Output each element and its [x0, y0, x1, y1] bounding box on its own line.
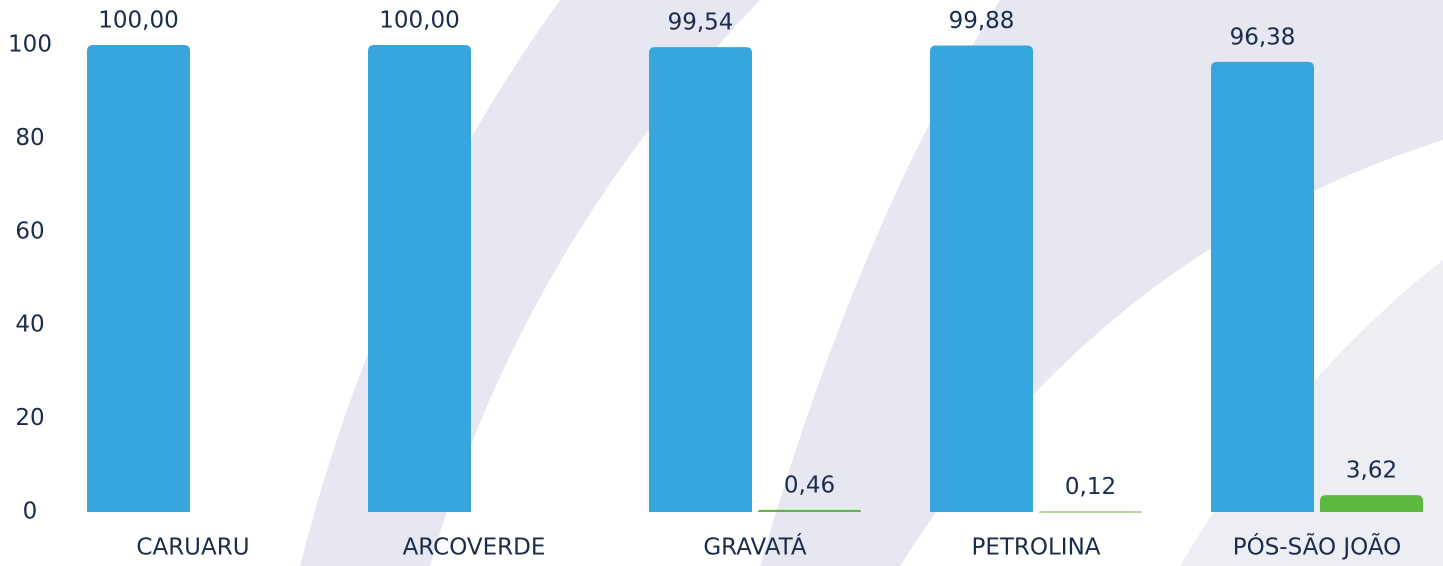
y-tick-label: 80: [15, 125, 44, 151]
bar: [87, 45, 190, 512]
y-tick-label: 100: [8, 32, 52, 58]
y-tick-label: 60: [15, 218, 44, 244]
x-tick-label: GRAVATÁ: [703, 533, 807, 561]
value-label: 3,62: [1346, 458, 1397, 484]
bar: [649, 47, 752, 513]
value-label: 96,38: [1230, 24, 1296, 50]
y-tick-label: 0: [23, 499, 38, 525]
x-tick-label: PETROLINA: [971, 535, 1100, 561]
value-label: 99,54: [668, 10, 734, 36]
bar: [1039, 511, 1142, 513]
value-label: 100,00: [379, 8, 459, 34]
x-tick-label: ARCOVERDE: [403, 535, 546, 561]
x-tick-label: PÓS-SÃO JOÃO: [1233, 533, 1402, 561]
value-label: 100,00: [98, 8, 178, 34]
bar: [1320, 495, 1423, 512]
value-label: 0,46: [784, 472, 835, 498]
bar: [758, 509, 861, 512]
y-tick-label: 40: [15, 312, 44, 338]
bar: [368, 45, 471, 512]
y-tick-label: 20: [15, 405, 44, 431]
bar: [930, 45, 1033, 513]
value-label: 0,12: [1065, 474, 1116, 500]
value-label: 99,88: [949, 8, 1015, 34]
x-tick-label: CARUARU: [136, 535, 249, 561]
bar: [1211, 61, 1314, 513]
